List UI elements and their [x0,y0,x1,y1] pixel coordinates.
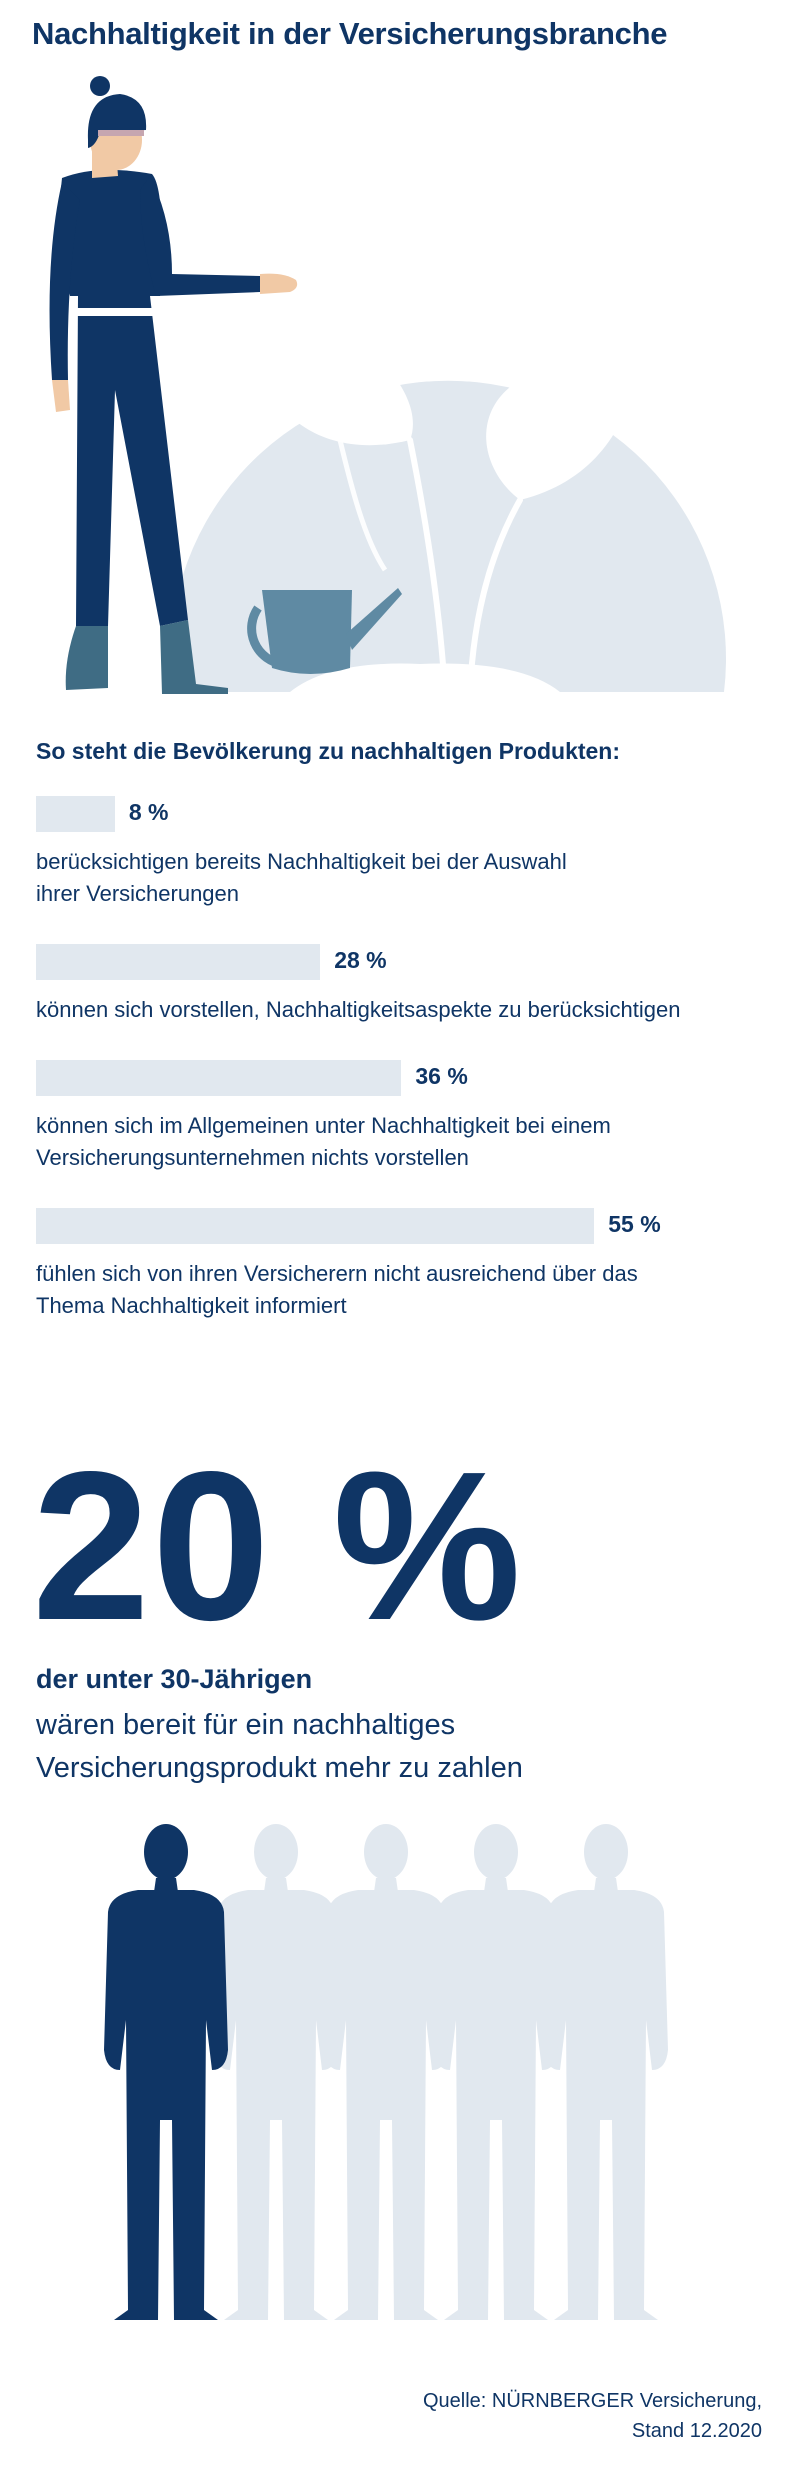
bar-row: 55 % [36,1208,766,1244]
stat-description-line: berücksichtigen bereits Nachhaltigkeit b… [36,849,567,874]
stat-description-line: ihrer Versicherungen [36,881,240,906]
stat-description: fühlen sich von ihren Versicherern nicht… [36,1258,766,1322]
stat-item: 8 % berücksichtigen bereits Nachhaltigke… [36,796,766,910]
stat-bar [36,1208,595,1244]
highlight-description: wären bereit für ein nachhaltiges Versic… [36,1704,736,1790]
bar-value-label: 8 % [128,799,169,825]
person-silhouette [544,1824,668,2320]
left-leaf [262,330,413,446]
stat-bar [36,944,321,980]
person-silhouette-highlighted [104,1824,228,2320]
water-stream [296,312,388,572]
right-leaf [486,360,640,500]
people-group [104,1824,668,2320]
stat-description: können sich im Allgemeinen unter Nachhal… [36,1110,766,1174]
stat-description-line: Thema Nachhaltigkeit informiert [36,1293,347,1318]
stat-description-line: fühlen sich von ihren Versicherern nicht… [36,1261,638,1286]
person-silhouette [324,1824,448,2320]
highlight-value: 20 % [32,1427,524,1664]
stat-item: 36 % können sich im Allgemeinen unter Na… [36,1060,766,1174]
woman-figure [49,76,298,694]
stat-description: berücksichtigen bereits Nachhaltigkeit b… [36,846,766,910]
bar-value-label: 36 % [415,1063,468,1089]
stat-description: können sich vorstellen, Nachhaltigkeitsa… [36,994,766,1026]
source-note: Quelle: NÜRNBERGER Versicherung, Stand 1… [262,2386,762,2446]
hero-illustration [49,76,727,695]
people-illustration [104,1824,668,2320]
stat-description-line: können sich vorstellen, Nachhaltigkeitsa… [36,997,681,1022]
bar-row: 28 % [36,944,766,980]
stat-item: 55 % fühlen sich von ihren Versicherern … [36,1208,766,1322]
stat-item: 28 % können sich vorstellen, Nachhaltigk… [36,944,766,1026]
source-line: Stand 12.2020 [631,2420,762,2442]
watering-can-icon [247,588,402,674]
plant-icon [407,437,523,695]
bar-value-label: 55 % [608,1211,661,1237]
bar-value-label: 28 % [334,947,387,973]
stat-description-line: können sich im Allgemeinen unter Nachhal… [36,1113,611,1138]
stat-bar [36,796,115,832]
stat-description-line: Versicherungsunternehmen nichts vorstell… [36,1145,469,1170]
bar-row: 8 % [36,796,766,832]
ground-mound [290,663,560,692]
page-title: Nachhaltigkeit in der Versicherungsbranc… [32,16,668,51]
highlight-description-line: wären bereit für ein nachhaltiges [36,1709,456,1741]
stat-bar [36,1060,402,1096]
person-silhouette [214,1824,338,2320]
source-line: Quelle: NÜRNBERGER Versicherung, [422,2390,762,2412]
person-silhouette [434,1824,558,2320]
highlight-subtitle: der unter 30-Jährigen [36,1664,313,1694]
highlight-description-line: Versicherungsprodukt mehr zu zahlen [36,1752,523,1784]
bar-row: 36 % [36,1060,766,1096]
section-heading: So steht die Bevölkerung zu nachhaltigen… [36,738,621,764]
